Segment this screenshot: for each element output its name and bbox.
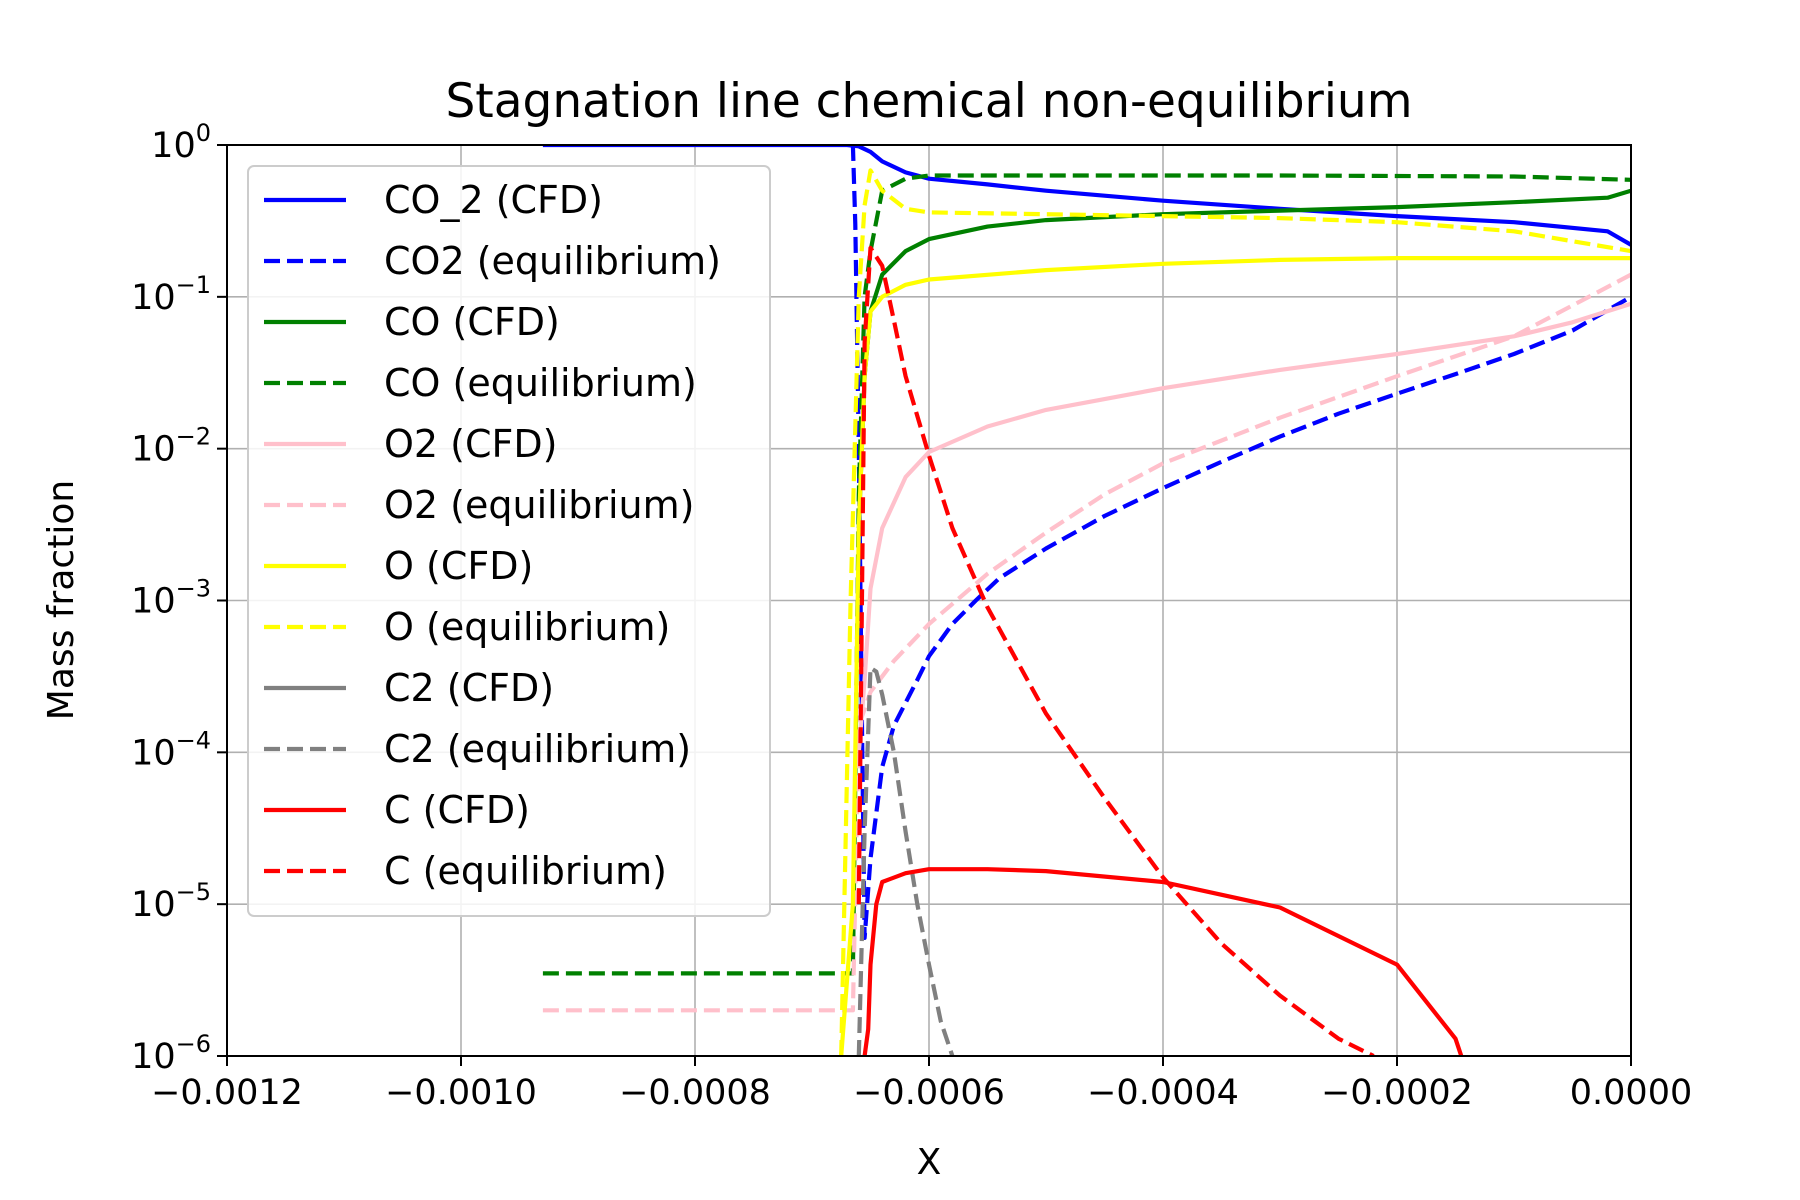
x-tick-label: −0.0010 bbox=[385, 1073, 537, 1113]
legend-label: C2 (CFD) bbox=[384, 666, 554, 710]
x-tick-label: −0.0012 bbox=[151, 1073, 303, 1113]
x-tick-label: −0.0008 bbox=[619, 1073, 771, 1113]
y-tick-label: 100 bbox=[151, 119, 211, 166]
x-axis: −0.0012 −0.0010 −0.0008 −0.0006 −0.0004 −0.00… bbox=[151, 1056, 1692, 1113]
series-line bbox=[856, 245, 1375, 1056]
legend-label: O (equilibrium) bbox=[384, 605, 670, 649]
series-line bbox=[862, 867, 1464, 1056]
y-tick-label: 10−6 bbox=[131, 1030, 211, 1077]
legend-label: CO_2 (CFD) bbox=[384, 178, 603, 222]
y-tick-label: 10−2 bbox=[131, 423, 211, 470]
x-axis-label: X bbox=[917, 1142, 942, 1183]
series-line bbox=[542, 145, 1631, 247]
y-tick-label: 10−1 bbox=[131, 271, 211, 318]
y-axis: 100 10−1 10−2 10−3 10−4 10−5 10−6 bbox=[131, 119, 227, 1077]
legend-label: C (equilibrium) bbox=[384, 849, 667, 893]
series-line bbox=[839, 168, 1631, 1056]
series-group bbox=[542, 145, 1631, 1056]
y-axis-label: Mass fraction bbox=[41, 480, 82, 720]
y-tick-label: 10−3 bbox=[131, 575, 211, 622]
series-line bbox=[856, 665, 955, 1056]
y-tick-label: 10−5 bbox=[131, 878, 211, 925]
x-tick-label: −0.0004 bbox=[1087, 1073, 1239, 1113]
legend-label: C (CFD) bbox=[384, 788, 530, 832]
legend-label: C2 (equilibrium) bbox=[384, 727, 691, 771]
legend-box bbox=[247, 165, 771, 917]
legend-label: O2 (equilibrium) bbox=[384, 483, 694, 527]
chart-title: Stagnation line chemical non-equilibrium bbox=[445, 74, 1412, 129]
x-tick-label: −0.0002 bbox=[1321, 1073, 1473, 1113]
x-tick-label: −0.0006 bbox=[853, 1073, 1005, 1113]
series-line bbox=[856, 188, 1631, 529]
series-line bbox=[542, 272, 1631, 1013]
x-tick-label: 0.0000 bbox=[1570, 1073, 1692, 1113]
legend-label: CO2 (equilibrium) bbox=[384, 239, 721, 283]
legend: CO_2 (CFD) CO2 (equilibrium) CO (CFD) CO (e… bbox=[247, 165, 771, 917]
legend-label: O (CFD) bbox=[384, 544, 533, 588]
legend-label: CO (equilibrium) bbox=[384, 361, 697, 405]
y-tick-label: 10−4 bbox=[131, 726, 211, 773]
legend-label: O2 (CFD) bbox=[384, 422, 557, 466]
series-line bbox=[856, 301, 1631, 753]
legend-label: CO (CFD) bbox=[384, 300, 560, 344]
series-line bbox=[839, 256, 1631, 1056]
